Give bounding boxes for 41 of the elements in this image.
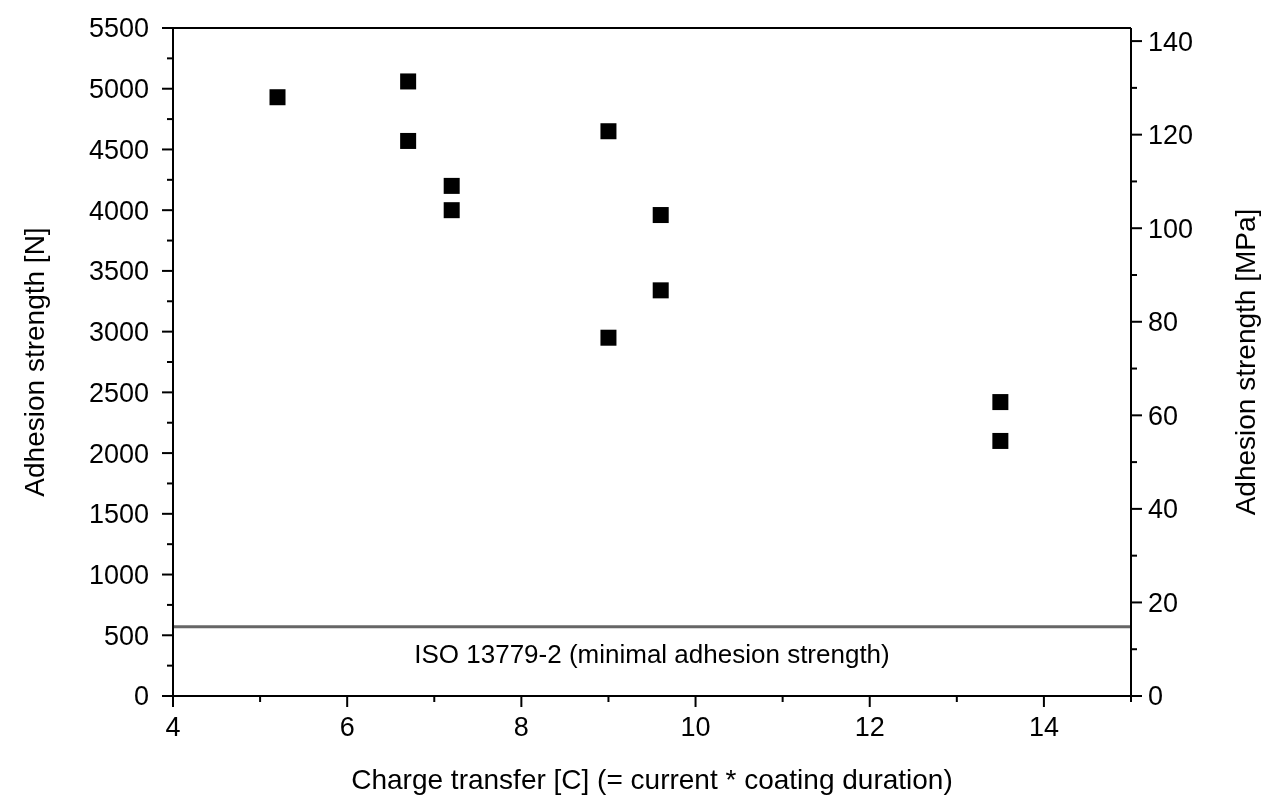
x-tick-label: 14 bbox=[1028, 712, 1059, 742]
y-axis-title: Adhesion strength [N] bbox=[19, 227, 50, 497]
y2-tick-label: 40 bbox=[1148, 494, 1179, 525]
y2-tick-label: 100 bbox=[1148, 213, 1194, 244]
point bbox=[992, 432, 1009, 449]
y2-tick-label: 140 bbox=[1148, 26, 1194, 57]
y-tick-label: 5500 bbox=[88, 13, 149, 44]
y-tick-label: 3500 bbox=[88, 256, 149, 287]
point bbox=[443, 202, 460, 219]
y-tick-label: 3000 bbox=[88, 317, 149, 348]
x-tick-label: 8 bbox=[513, 712, 529, 742]
x-tick-label: 6 bbox=[339, 712, 355, 742]
y-tick-label: 4000 bbox=[88, 195, 149, 226]
y-tick-label: 2000 bbox=[88, 438, 149, 469]
y-tick-label: 0 bbox=[133, 681, 149, 712]
y-tick-label: 5000 bbox=[88, 74, 149, 105]
y2-axis-title: Adhesion strength [MPa] bbox=[1230, 208, 1261, 516]
y2-tick-label: 0 bbox=[1148, 681, 1164, 712]
x-tick-label: 12 bbox=[854, 712, 885, 742]
point bbox=[600, 123, 617, 140]
y-tick-label: 1000 bbox=[88, 560, 149, 590]
point bbox=[992, 394, 1009, 411]
y2-tick-label: 80 bbox=[1148, 307, 1179, 338]
x-axis-title: Charge transfer [C] (= current * coating duration) bbox=[351, 764, 953, 795]
point bbox=[443, 177, 460, 194]
y2-tick-label: 60 bbox=[1148, 400, 1179, 431]
point bbox=[652, 207, 669, 224]
y-tick-label: 1500 bbox=[88, 499, 149, 530]
y-tick-label: 2500 bbox=[88, 377, 149, 408]
point bbox=[652, 282, 669, 299]
y2-tick-label: 120 bbox=[1148, 120, 1194, 151]
ref-line-label: ISO 13779-2 (minimal adhesion strength) bbox=[414, 638, 890, 669]
y-tick-label: 500 bbox=[103, 620, 149, 651]
x-tick-label: 4 bbox=[165, 712, 181, 742]
y2-tick-label: 20 bbox=[1148, 587, 1179, 618]
point bbox=[269, 89, 286, 106]
point bbox=[400, 132, 417, 149]
x-tick-label: 10 bbox=[680, 712, 711, 742]
point bbox=[400, 73, 417, 90]
point bbox=[600, 329, 617, 346]
y-tick-label: 4500 bbox=[88, 134, 149, 165]
